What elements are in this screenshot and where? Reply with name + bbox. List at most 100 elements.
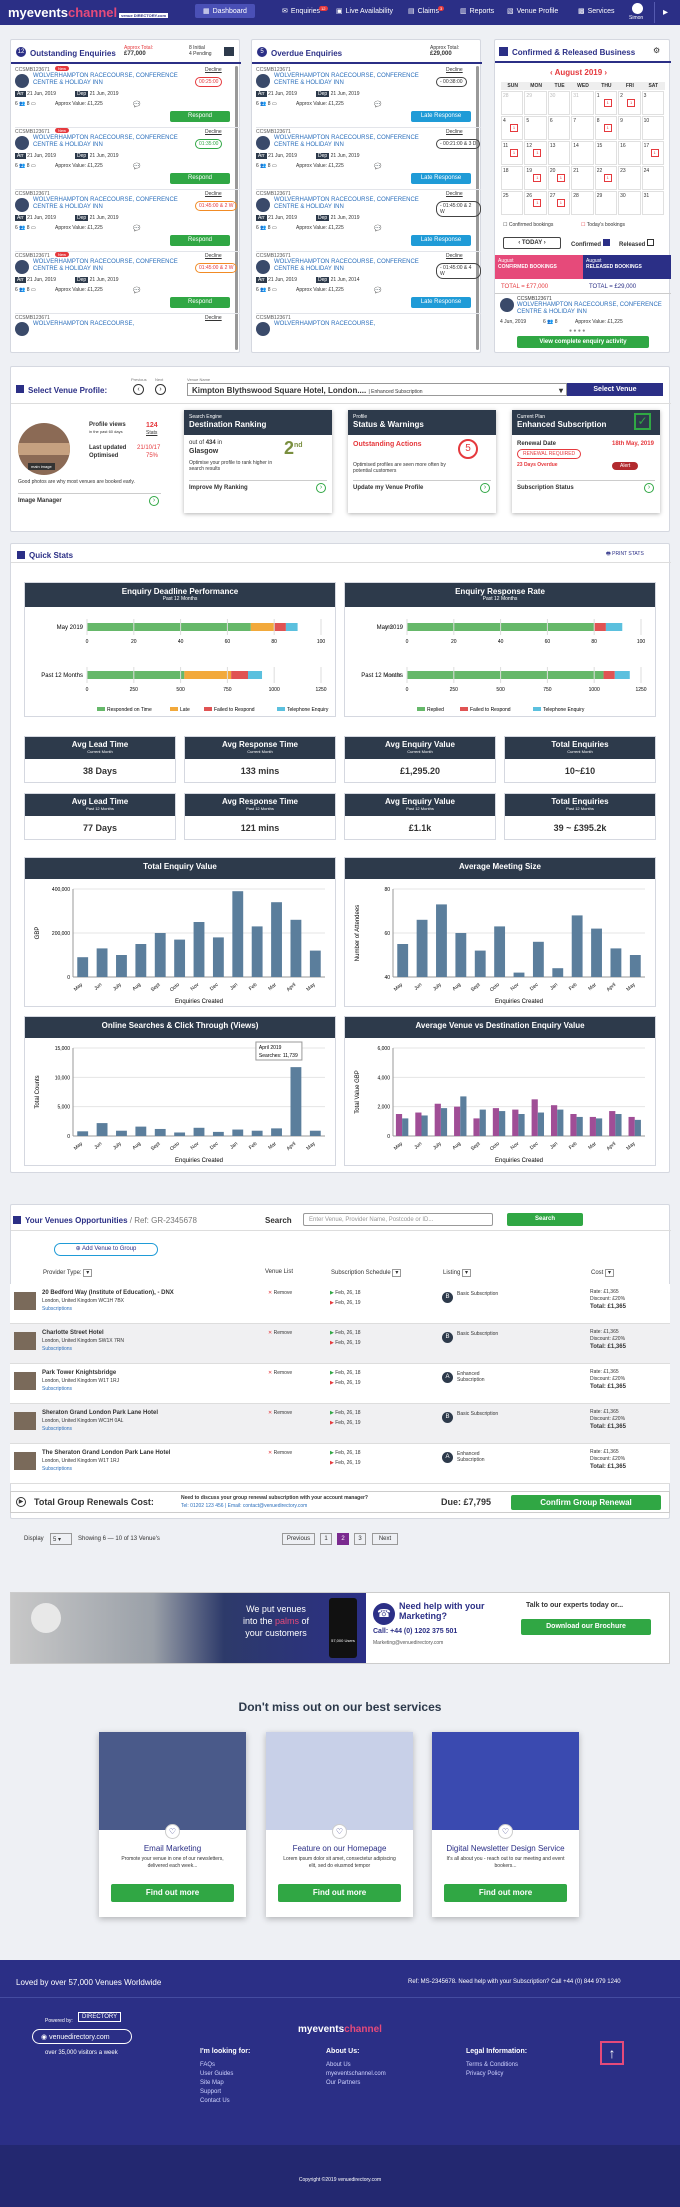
brand-logo[interactable]: myeventschannel venue DIRECTORY.com	[8, 5, 169, 20]
respond-button[interactable]: Respond	[170, 173, 230, 184]
venue-name[interactable]: Sheraton Grand London Park Lane Hotel	[42, 1410, 159, 1416]
chevron-right-icon[interactable]: ›	[316, 483, 326, 493]
remove-link[interactable]: ✕ Remove	[268, 1370, 293, 1376]
subscriptions-link[interactable]: Subscriptions	[42, 1346, 73, 1352]
chat-icon[interactable]: 💬	[374, 288, 382, 294]
footer-link[interactable]: Terms & Conditions	[466, 2062, 519, 2068]
footer-link[interactable]: About Us	[326, 2062, 351, 2068]
decline-link[interactable]: Decline	[205, 67, 222, 73]
carousel-dots[interactable]: ● ● ● ●	[569, 328, 586, 334]
back-to-top-button[interactable]: ↑	[600, 2041, 624, 2065]
today-button[interactable]: ‹ TODAY ›	[503, 237, 561, 249]
alert-button[interactable]: Alert	[612, 462, 639, 470]
chat-icon[interactable]: 💬	[374, 226, 382, 232]
chat-icon[interactable]: 💬	[374, 102, 382, 108]
chat-icon[interactable]: 💬	[374, 164, 382, 170]
venue-name[interactable]: 20 Bedford Way (Institute of Education),…	[42, 1290, 174, 1296]
chevron-right-icon[interactable]: ›	[149, 496, 159, 506]
chat-icon[interactable]: 💬	[133, 102, 141, 108]
enquiry-venue[interactable]: WOLVERHAMPTON RACECOURSE, CONFERENCE CEN…	[274, 135, 419, 148]
venue-name[interactable]: Charlotte Street Hotel	[42, 1330, 104, 1336]
calendar-day[interactable]: 10	[641, 116, 664, 140]
respond-button[interactable]: Respond	[170, 297, 230, 308]
pagination-1[interactable]: 1	[320, 1533, 332, 1545]
footer-link[interactable]: Privacy Policy	[466, 2071, 504, 2077]
improve-ranking-link[interactable]: Improve My Ranking	[189, 485, 248, 491]
find-out-more-button[interactable]: Find out more	[111, 1884, 234, 1902]
calendar-day[interactable]: 11 1	[501, 141, 524, 165]
calendar-day[interactable]: 3	[641, 91, 664, 115]
calendar-day[interactable]: 30	[547, 91, 571, 115]
calendar-day[interactable]: 23	[618, 166, 641, 190]
footer-link[interactable]: Our Partners	[326, 2080, 361, 2086]
confirm-renewal-button[interactable]: Confirm Group Renewal	[511, 1495, 661, 1510]
select-venue-button[interactable]: Select Venue	[567, 383, 663, 396]
toggle-confirmed[interactable]: Confirmed	[571, 239, 610, 248]
search-input[interactable]: Enter Venue, Provider Name, Postcode or …	[303, 1213, 493, 1226]
subscriptions-link[interactable]: Subscriptions	[42, 1426, 73, 1432]
calendar-day[interactable]: 30	[618, 191, 641, 215]
calendar-day[interactable]: 17 1	[641, 141, 664, 165]
update-profile-link[interactable]: Update my Venue Profile	[353, 485, 424, 491]
late-response-button[interactable]: Late Response	[411, 111, 471, 122]
calendar-day[interactable]: 22 1	[594, 166, 618, 190]
pagination-prev[interactable]: Previous	[282, 1533, 315, 1545]
provider-type-filter[interactable]: Provider Type: ▾	[43, 1269, 93, 1277]
respond-button[interactable]: Respond	[170, 111, 230, 122]
calendar-day[interactable]: 16	[618, 141, 641, 165]
decline-link[interactable]: Decline	[446, 67, 463, 73]
venuedirectory-badge[interactable]: ◉ venuedirectory.com	[32, 2029, 132, 2044]
released-bookings-tab[interactable]: August RELEASED BOOKINGS	[583, 255, 671, 279]
subscription-status-link[interactable]: Subscription Status	[517, 485, 574, 491]
chat-icon[interactable]: 💬	[133, 288, 141, 294]
calendar-day[interactable]: 15	[594, 141, 618, 165]
find-out-more-button[interactable]: Find out more	[444, 1884, 567, 1902]
next-month-icon[interactable]: ›	[602, 68, 608, 77]
pagination-2[interactable]: 2	[337, 1533, 349, 1545]
print-stats-link[interactable]: 🖶 PRINT STATS	[606, 551, 644, 557]
calendar-day[interactable]: 13	[547, 141, 571, 165]
decline-link[interactable]: Decline	[205, 129, 222, 135]
calendar-day[interactable]: 9	[618, 116, 641, 140]
toggle-released[interactable]: Released	[619, 239, 655, 248]
download-brochure-button[interactable]: Download our Brochure	[521, 1619, 651, 1635]
pagination-next[interactable]: Next	[372, 1533, 398, 1545]
calendar-day[interactable]: 5	[524, 116, 547, 140]
nav-venue-profile[interactable]: ▧ Venue Profile	[507, 7, 559, 16]
nav-enquiries[interactable]: ✉ Enquiries 12	[282, 5, 328, 15]
remove-link[interactable]: ✕ Remove	[268, 1330, 293, 1336]
venue-main-image[interactable]: main image	[18, 423, 70, 475]
decline-link[interactable]: Decline	[446, 253, 463, 259]
schedule-filter[interactable]: Subscription Schedule ▾	[331, 1269, 402, 1277]
enquiry-venue[interactable]: WOLVERHAMPTON RACECOURSE,	[33, 321, 135, 327]
next-venue-button[interactable]: ›	[155, 384, 166, 395]
add-venue-button[interactable]: ⊕ Add Venue to Group	[54, 1243, 158, 1256]
late-response-button[interactable]: Late Response	[411, 173, 471, 184]
listing-filter[interactable]: Listing ▾	[443, 1269, 472, 1277]
image-manager-link[interactable]: Image Manager	[18, 498, 62, 504]
enquiry-venue[interactable]: WOLVERHAMPTON RACECOURSE, CONFERENCE CEN…	[274, 197, 419, 210]
prev-month-icon[interactable]: ‹	[550, 68, 555, 77]
calendar-day[interactable]: 26 1	[524, 191, 547, 215]
search-button[interactable]: Search	[507, 1213, 583, 1226]
calendar-day[interactable]: 28	[501, 91, 524, 115]
subscriptions-link[interactable]: Subscriptions	[42, 1386, 73, 1392]
footer-link[interactable]: FAQs	[200, 2062, 216, 2068]
marketing-email[interactable]: Marketing@venuedirectory.com	[373, 1640, 444, 1646]
calendar-day[interactable]: 29	[594, 191, 618, 215]
footer-link[interactable]: Support	[200, 2089, 222, 2095]
user-avatar[interactable]	[632, 3, 643, 14]
decline-link[interactable]: Decline	[446, 191, 463, 197]
calendar-day[interactable]: 21	[571, 166, 594, 190]
footer-logo[interactable]: myeventschannel	[298, 2024, 382, 2035]
display-select[interactable]: 5 ▾	[50, 1533, 72, 1545]
remove-link[interactable]: ✕ Remove	[268, 1290, 293, 1296]
calendar-day[interactable]: 6	[547, 116, 571, 140]
footer-link[interactable]: Site Map	[200, 2080, 224, 2086]
chat-icon[interactable]: 💬	[133, 226, 141, 232]
calendar-day[interactable]: 19 1	[524, 166, 547, 190]
chevron-right-icon[interactable]: ›	[644, 483, 654, 493]
